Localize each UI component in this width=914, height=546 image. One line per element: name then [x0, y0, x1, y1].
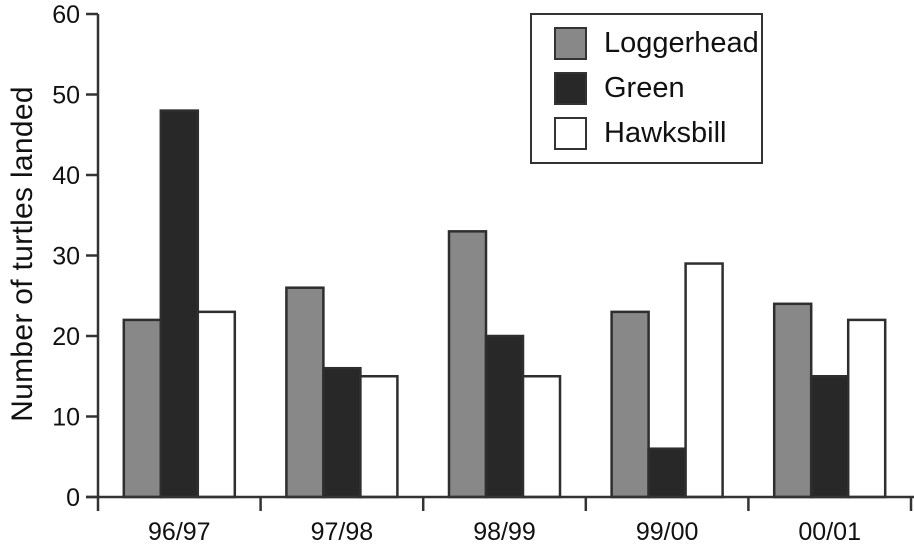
y-tick-label: 50 — [52, 82, 80, 110]
bar-loggerhead-97/98 — [285, 286, 325, 499]
legend: Loggerhead Green Hawksbill — [530, 13, 763, 164]
legend-item-loggerhead: Loggerhead — [554, 27, 761, 60]
legend-label-loggerhead: Loggerhead — [604, 27, 759, 59]
y-tick-label: 30 — [52, 243, 80, 271]
bar-loggerhead-00/01 — [772, 302, 813, 499]
bar-hawksbill-97/98 — [359, 375, 399, 499]
legend-item-hawksbill: Hawksbill — [554, 117, 761, 150]
x-tick-label: 00/01 — [798, 518, 861, 546]
x-tick-label: 98/99 — [473, 518, 536, 546]
bar-hawksbill-96/97 — [196, 310, 237, 499]
legend-swatch-green — [554, 72, 587, 105]
bar-green-00/01 — [809, 375, 850, 499]
bar-green-98/99 — [484, 334, 525, 499]
bar-loggerhead-96/97 — [122, 318, 163, 499]
x-tick-label: 99/00 — [636, 518, 699, 546]
y-tick-label: 20 — [52, 323, 80, 351]
legend-item-green: Green — [554, 72, 761, 105]
y-tick-label: 60 — [52, 1, 80, 29]
bar-loggerhead-98/99 — [447, 230, 488, 499]
bar-green-96/97 — [159, 109, 200, 499]
bar-green-97/98 — [322, 366, 362, 499]
bar-hawksbill-98/99 — [521, 375, 562, 499]
x-tick-label: 97/98 — [311, 518, 374, 546]
legend-label-hawksbill: Hawksbill — [604, 117, 727, 149]
y-axis-title: Number of turtles landed — [6, 86, 39, 422]
x-tick-label: 96/97 — [148, 518, 211, 546]
legend-swatch-loggerhead — [554, 27, 587, 60]
bar-green-99/00 — [647, 447, 687, 499]
y-tick-label: 10 — [52, 404, 80, 432]
legend-label-green: Green — [604, 72, 685, 104]
y-tick-label: 40 — [52, 162, 80, 190]
bar-hawksbill-00/01 — [846, 318, 887, 499]
bar-loggerhead-99/00 — [610, 310, 650, 499]
bar-hawksbill-99/00 — [684, 262, 724, 499]
legend-swatch-hawksbill — [554, 117, 587, 150]
y-tick-label: 0 — [66, 484, 80, 512]
